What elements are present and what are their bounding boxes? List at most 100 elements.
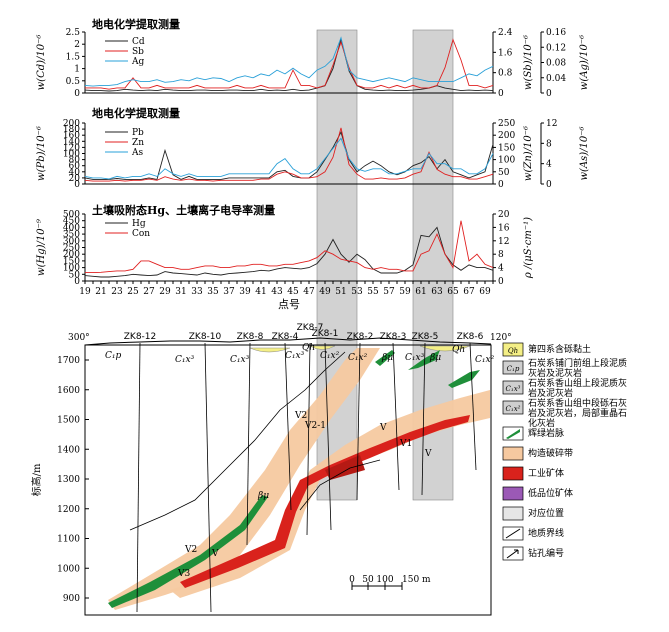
y2-tick-label: 16 [498, 223, 510, 233]
orebody-label: V [424, 449, 432, 459]
ore-body-main [180, 415, 470, 588]
x-tick-label: 67 [463, 287, 475, 297]
legend-label: 对应位置 [528, 507, 564, 519]
elev-tick-label: 1300 [57, 475, 80, 485]
qh-pod-left [249, 347, 291, 353]
legend-label: 第四系含砾黏土 [528, 343, 591, 355]
panel-hg-con: 土壤吸附态Hg、土壤离子电导率测量05010015020025030035040… [36, 203, 534, 311]
y-tick-label: 20 [69, 174, 81, 184]
legend-swatch [502, 342, 524, 357]
panel-title: 地电化学提取测量 [92, 17, 180, 31]
y-tick-label: 80 [69, 156, 81, 166]
y-axis-label-left: w(Pb)/10⁻⁶ [36, 126, 47, 181]
legend-label: 低品位矿体 [528, 487, 573, 499]
legend-key: Qh [508, 347, 518, 355]
y-tick-label: 350 [63, 230, 80, 240]
y3-tick-label: 0 [546, 89, 552, 99]
y-tick-label: 0 [74, 180, 80, 190]
y3-tick-label: 12 [546, 119, 557, 129]
y2-tick-label: 200 [498, 131, 515, 141]
dike-label: βμ [429, 353, 441, 363]
x-tick-label: 39 [239, 287, 251, 297]
y-tick-label: 300 [63, 237, 80, 247]
y3-tick-label: 0.08 [546, 59, 566, 69]
drill-hole [324, 342, 332, 531]
legend-label: 石炭系香山组上段泥质灰岩及泥灰岩 [528, 377, 627, 399]
legend-item: 钻孔编号 [502, 546, 564, 561]
legend-label: Con [132, 229, 150, 239]
legend-key: C₁x³ [506, 385, 521, 393]
x-tick-label: 33 [191, 287, 203, 297]
drill-label: ZK8-7 [297, 323, 324, 333]
azimuth-right: 120° [490, 333, 512, 343]
legend-label: As [131, 148, 143, 158]
y-tick-label: 0.5 [66, 77, 81, 87]
scale-label: 50 [362, 575, 374, 585]
legend-item: C₁p 石炭系铺门前组上段泥质灰岩及泥灰岩 [502, 357, 627, 379]
orebody-label: V [379, 423, 387, 433]
y-tick-label: 200 [63, 119, 80, 129]
legend-label: Pb [132, 128, 144, 138]
orebody-label: V2 [294, 411, 307, 421]
scale-bar: 0 50 100 150 m [349, 575, 431, 590]
legend-item: C₁x³ 石炭系香山组上段泥质灰岩及泥灰岩 [502, 377, 627, 399]
x-tick-label: 41 [255, 287, 266, 297]
legend-item: 对应位置 [502, 506, 564, 521]
elev-tick-label: 1600 [57, 386, 80, 396]
legend-item: C₁x² 石炭系香山组中段砾石灰岩及泥灰岩，局部重晶石化灰岩 [502, 397, 627, 429]
y-axis-label-right1: ρ /(μS·cm⁻¹) [523, 217, 534, 279]
orebody-label: V2 [184, 545, 197, 555]
dike-icon [506, 429, 520, 439]
unit-label: C₁x³ [405, 353, 425, 363]
drill-hole [421, 342, 426, 496]
x-tick-label: 29 [159, 287, 171, 297]
y-tick-label: 60 [69, 162, 81, 172]
y3-tick-label: 0.12 [546, 43, 566, 53]
unit-label: C₁p [105, 351, 121, 361]
y3-tick-label: 0.16 [546, 28, 566, 38]
y-tick-label: 160 [63, 131, 80, 141]
legend: Qh 第四系含砾黏土 C₁p 石炭系铺门前组上段泥质灰岩及泥灰岩 C₁x³ 石炭系香山组上… [502, 342, 627, 561]
x-tick-label: 19 [79, 287, 91, 297]
y2-tick-label: 250 [498, 119, 515, 129]
y-tick-label: 200 [63, 250, 80, 260]
series-line-con [85, 220, 494, 274]
y-tick-label: 2.5 [66, 28, 81, 38]
x-tick-label: 25 [127, 287, 139, 297]
section-labels: 300° 120°标高/m9001000110012001300140015001… [30, 333, 512, 604]
panel-pb-zn-as: 地电化学提取测量020406080100120140160180200w(Pb)… [36, 106, 590, 190]
x-tick-label: 21 [95, 287, 106, 297]
drill-label: ZK8-4 [272, 332, 299, 342]
legend-item: Qh 第四系含砾黏土 [502, 342, 591, 357]
y-axis-label-right1: w(Zn)/10⁻⁶ [523, 126, 534, 181]
x-tick-label: 65 [447, 287, 459, 297]
y-tick-label: 150 [63, 257, 80, 267]
drill-label: ZK8-6 [457, 332, 484, 342]
y-tick-label: 50 [69, 270, 81, 280]
ore-body-core [325, 455, 365, 480]
x-tick-label: 47 [303, 287, 315, 297]
y-tick-label: 0 [74, 89, 80, 99]
y-axis-label-left: w(Hg)/10⁻⁹ [36, 219, 47, 276]
y-axis-label-left: w(Cd)/10⁻⁶ [36, 35, 47, 91]
panel-title: 地电化学提取测量 [92, 106, 180, 120]
scale-label: 150 m [402, 575, 431, 585]
legend-label: Ag [131, 57, 144, 67]
drill-hole [306, 342, 311, 536]
x-tick-label: 45 [287, 287, 299, 297]
breccia-zone-lower [170, 390, 490, 598]
geologic-boundary-2 [299, 459, 381, 511]
x-tick-label: 53 [351, 287, 363, 297]
drill-hole [392, 342, 400, 491]
legend-swatch [502, 380, 524, 395]
scale-label: 100 [376, 575, 393, 585]
y2-tick-label: 2.4 [498, 28, 513, 38]
x-tick-label: 57 [383, 287, 395, 297]
legend-key: C₁p [507, 365, 520, 373]
elev-tick-label: 1700 [57, 356, 80, 366]
unit-label: C₁x³ [230, 355, 250, 365]
dike-label: βμ [381, 353, 393, 363]
y2-tick-label: 0.8 [498, 69, 513, 79]
elev-tick-label: 1100 [57, 535, 80, 545]
